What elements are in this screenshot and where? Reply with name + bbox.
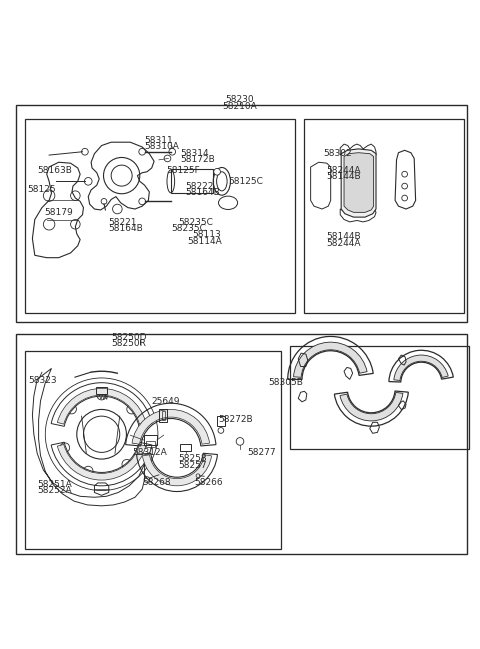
Wedge shape <box>57 445 146 480</box>
Wedge shape <box>394 355 448 380</box>
Bar <box>171 169 213 193</box>
Polygon shape <box>344 153 373 212</box>
Text: 58272B: 58272B <box>218 415 253 424</box>
Text: 58250D: 58250D <box>111 333 147 342</box>
Text: 58144B: 58144B <box>326 172 360 181</box>
Text: 58235C: 58235C <box>171 225 205 233</box>
Bar <box>16 334 467 554</box>
Text: 25649: 25649 <box>152 397 180 406</box>
Text: 58163B: 58163B <box>37 165 72 175</box>
Wedge shape <box>340 393 403 421</box>
Bar <box>25 119 295 313</box>
Text: 58258: 58258 <box>178 454 206 463</box>
Text: 58114A: 58114A <box>188 237 222 246</box>
Text: 58230: 58230 <box>226 95 254 104</box>
Text: 58164B: 58164B <box>109 225 144 233</box>
Wedge shape <box>143 455 212 486</box>
Bar <box>290 346 469 448</box>
Bar <box>144 435 157 445</box>
Text: 58113: 58113 <box>192 230 221 239</box>
Text: 58244A: 58244A <box>326 239 360 248</box>
Text: 58251A: 58251A <box>37 480 72 489</box>
Text: 58305B: 58305B <box>269 378 303 387</box>
Wedge shape <box>57 389 146 424</box>
Bar <box>25 350 281 549</box>
Text: 58235C: 58235C <box>178 218 213 227</box>
Circle shape <box>214 169 220 175</box>
Text: 58302: 58302 <box>324 149 352 158</box>
Text: 58125F: 58125F <box>166 165 200 175</box>
Text: 58268: 58268 <box>142 478 171 487</box>
Text: 58266: 58266 <box>195 478 223 487</box>
Wedge shape <box>294 342 367 377</box>
Text: 58179: 58179 <box>44 208 73 217</box>
Wedge shape <box>132 410 210 444</box>
Text: 58210A: 58210A <box>223 102 257 111</box>
Text: 58144B: 58144B <box>326 232 360 241</box>
Bar <box>217 416 225 426</box>
Text: 58323: 58323 <box>29 376 57 385</box>
Text: 58310A: 58310A <box>144 142 180 151</box>
Circle shape <box>84 178 92 185</box>
Text: 58277: 58277 <box>247 448 276 457</box>
Bar <box>304 119 464 313</box>
Text: 58172B: 58172B <box>180 155 215 164</box>
Circle shape <box>164 155 171 162</box>
Bar <box>162 411 165 420</box>
Bar <box>145 441 155 447</box>
Text: 58221: 58221 <box>109 218 137 227</box>
Polygon shape <box>341 149 376 217</box>
Bar <box>16 105 467 322</box>
Text: 58164B: 58164B <box>185 188 220 197</box>
Bar <box>96 387 108 394</box>
Text: 58312A: 58312A <box>132 448 168 457</box>
Text: 58252A: 58252A <box>37 486 72 495</box>
Text: 58222: 58222 <box>185 182 214 191</box>
Text: 58314: 58314 <box>180 149 209 158</box>
Text: 58125: 58125 <box>28 185 56 193</box>
Bar <box>159 409 168 422</box>
Text: 58244A: 58244A <box>326 165 360 175</box>
Text: 58257: 58257 <box>178 461 206 469</box>
Bar <box>180 444 191 451</box>
Text: 58311: 58311 <box>144 136 173 145</box>
Text: 58250R: 58250R <box>111 339 146 349</box>
Text: 58125C: 58125C <box>228 177 263 186</box>
